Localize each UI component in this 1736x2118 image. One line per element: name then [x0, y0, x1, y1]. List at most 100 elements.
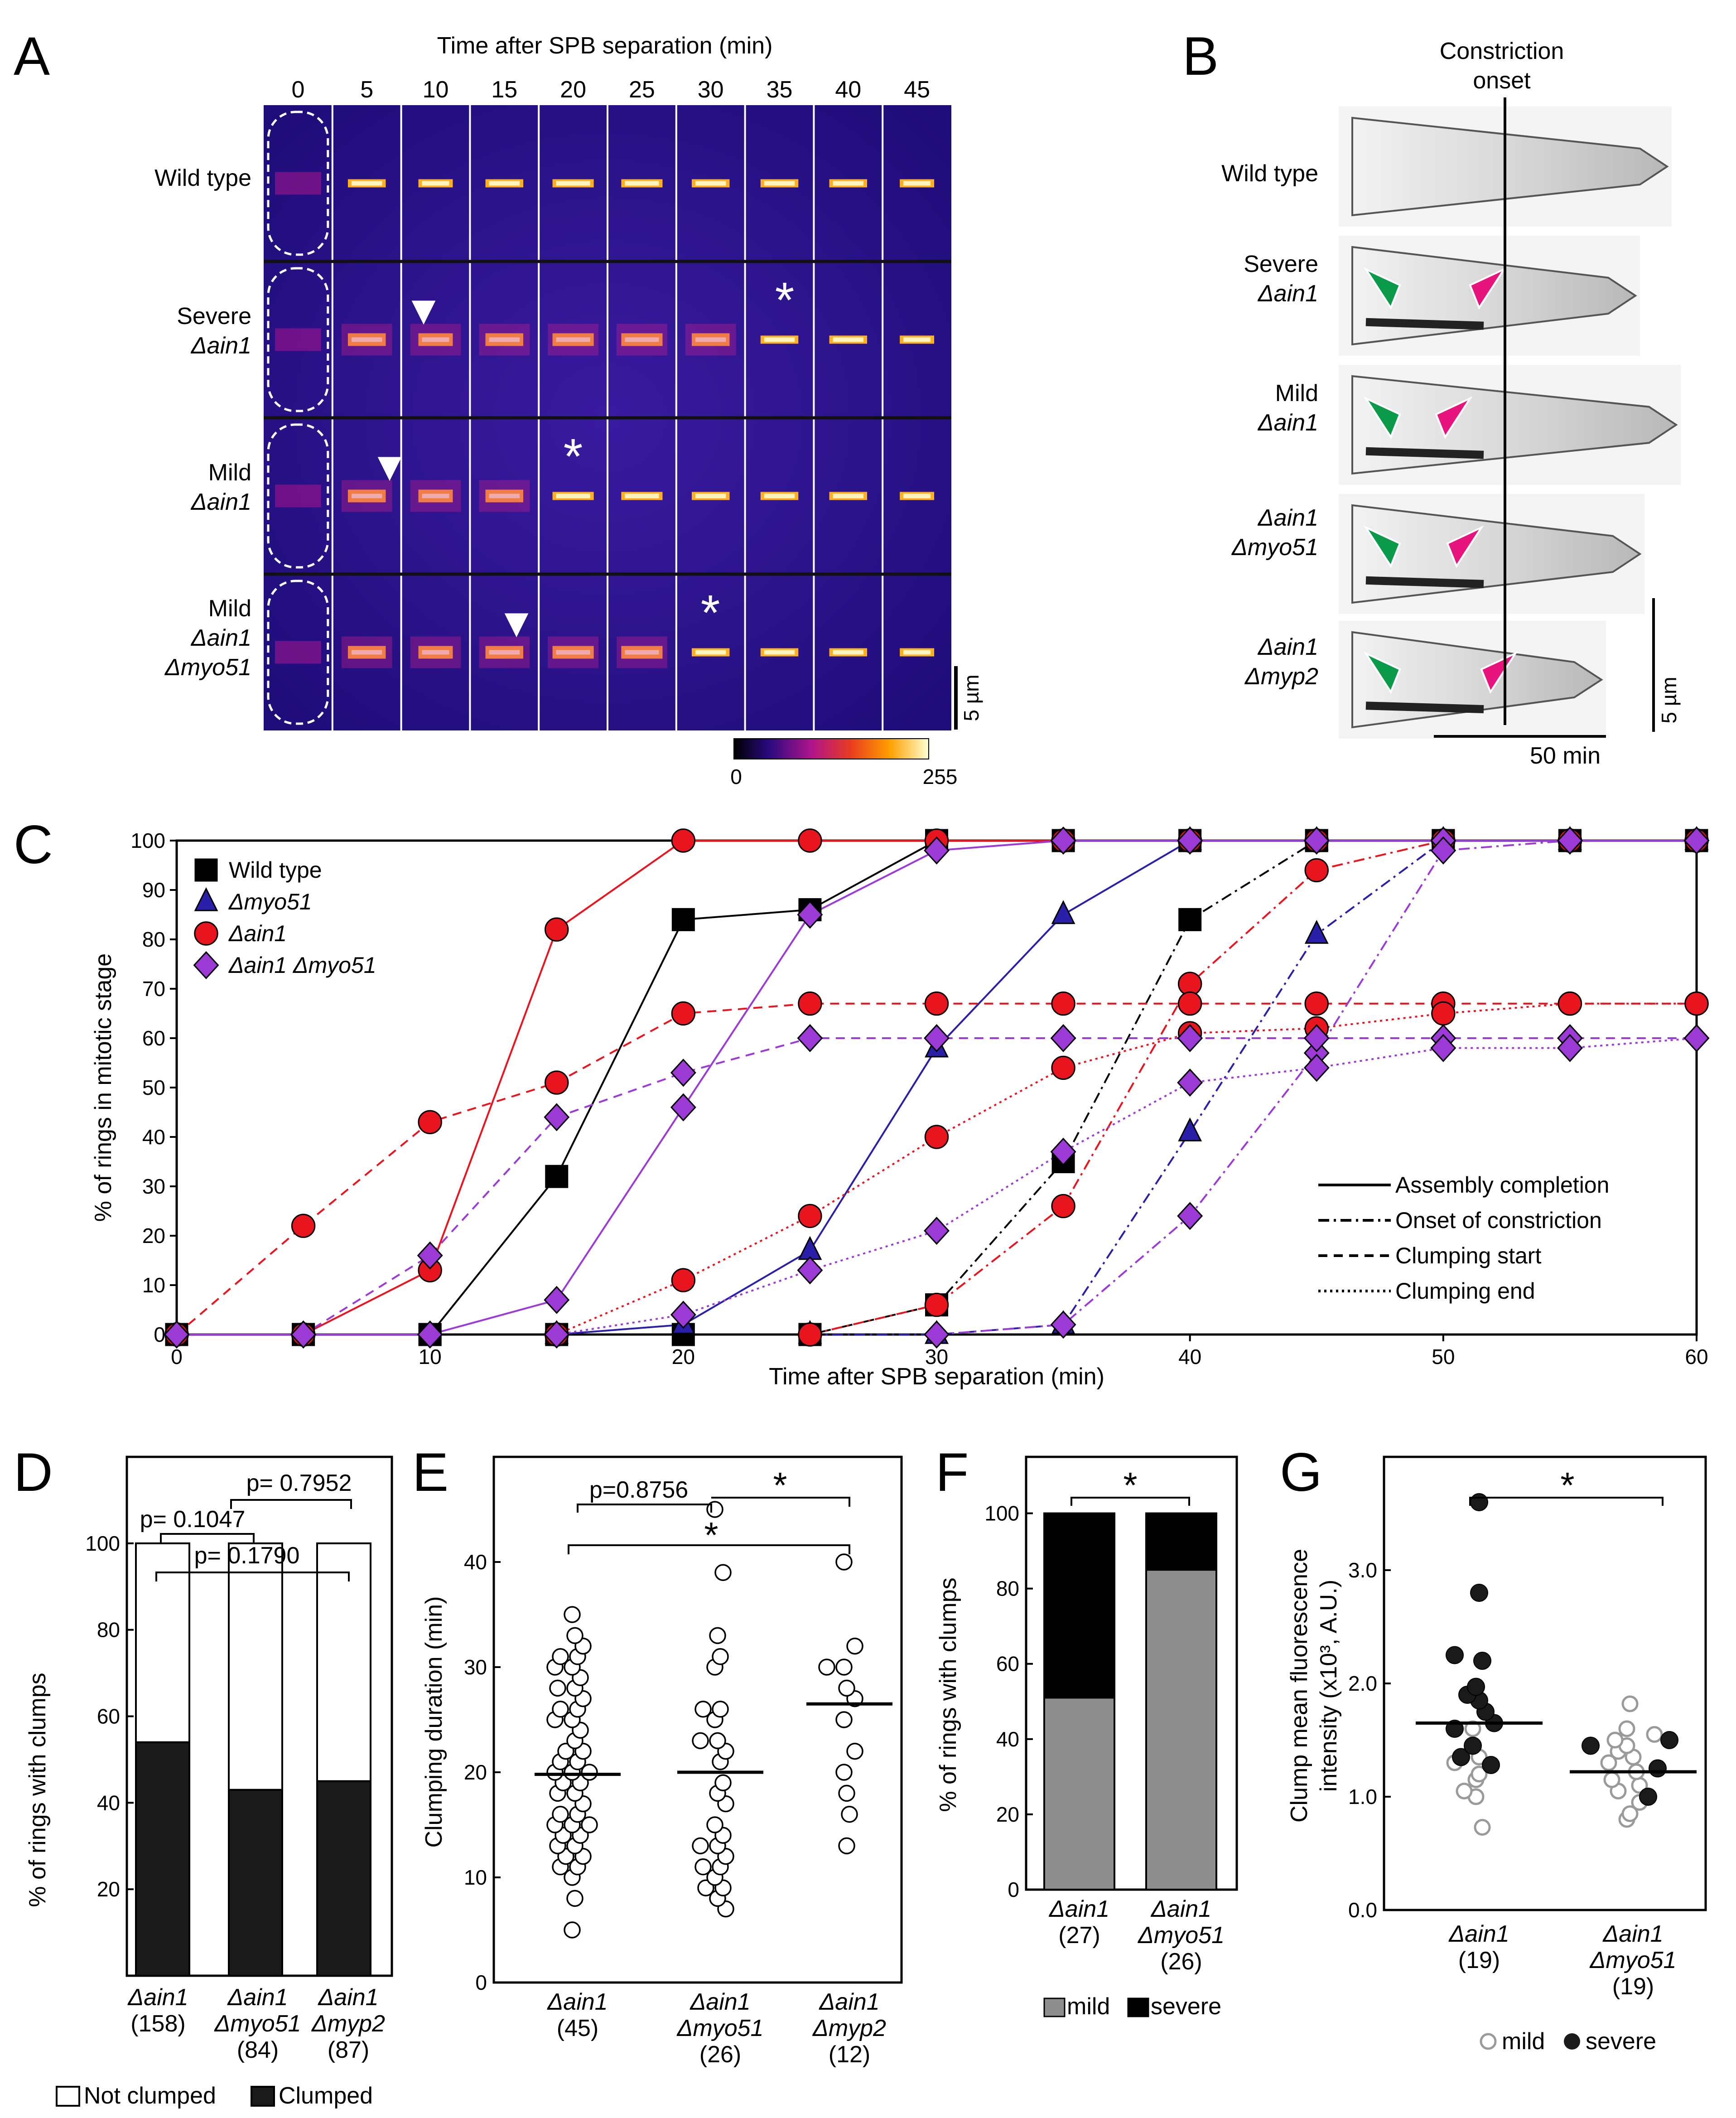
data-point [692, 1837, 709, 1855]
data-point [714, 1774, 732, 1791]
category-label: Δmyo51 [214, 2011, 301, 2037]
data-point [924, 991, 949, 1016]
data-point [709, 1732, 726, 1750]
ring-core [764, 181, 795, 186]
y-axis-label: intensity (x10³, A.U.) [1316, 1580, 1342, 1792]
data-point [1051, 900, 1075, 924]
data-point [418, 1110, 442, 1135]
row-label: Severe [1244, 251, 1318, 277]
clump-signal [479, 636, 530, 668]
panel-b-scale-y-label: 5 µm [1657, 677, 1681, 723]
legend-label: Wild type [229, 857, 322, 883]
clump-signal [685, 324, 736, 356]
data-point [924, 1024, 950, 1053]
x-tick-label: 50 [1432, 1345, 1455, 1368]
time-label: 25 [629, 77, 655, 103]
ring-core [903, 181, 931, 186]
data-point [1178, 908, 1202, 931]
legend-label: Clumped [279, 2083, 373, 2109]
p-value: p= 0.7952 [246, 1470, 352, 1496]
data-point [1558, 991, 1582, 1016]
panel-g-chart: 0.0 1.0 2.0 3.0 Clump mean fluorescence inten… [1286, 1456, 1707, 2055]
time-label: 40 [835, 77, 861, 103]
legend-label: Not clumped [84, 2083, 216, 2109]
data-point [1051, 1055, 1075, 1080]
row-label: Wild type [1221, 160, 1318, 187]
data-point-severe [1649, 1759, 1667, 1778]
category-label: (12) [829, 2041, 870, 2068]
row-label: Mild [208, 459, 251, 486]
data-point-mild [1606, 1731, 1624, 1749]
series-line [810, 840, 1697, 1335]
category-label: (26) [1160, 1949, 1202, 1975]
ring-core [422, 181, 449, 186]
data-point [670, 1059, 696, 1087]
data-point [835, 1659, 853, 1676]
category-label: (19) [1612, 1973, 1654, 2000]
time-label: 10 [423, 77, 449, 103]
ring-core [695, 493, 726, 498]
category-label: Δain1 [1448, 1921, 1509, 1947]
plot-frame [1383, 1456, 1707, 1911]
data-point [706, 1816, 723, 1833]
row-label: Mild [208, 595, 251, 622]
ring-core [489, 337, 520, 342]
row-label: Wild type [154, 165, 251, 191]
series-line [810, 840, 1697, 1335]
y-tick-label: 60 [142, 1026, 165, 1050]
panel-a-colorbar-max: 255 [923, 765, 958, 788]
data-point [549, 1679, 566, 1697]
data-point [417, 1241, 443, 1270]
y-axis-label: % of rings in mitotic stage [90, 953, 116, 1222]
row-label: Δain1 [190, 489, 251, 515]
data-point [835, 1711, 853, 1728]
y-tick-label: 100 [85, 1532, 120, 1555]
asterisk-marker: * [564, 429, 583, 484]
row-label: Severe [177, 303, 251, 329]
ring-core [556, 650, 590, 655]
panel-letter-g: G [1280, 1442, 1322, 1503]
y-tick-label: 100 [130, 829, 165, 852]
y-tick-label: 10 [142, 1273, 165, 1297]
ring-core [833, 493, 864, 498]
data-point [671, 908, 695, 931]
category-label: (84) [237, 2037, 279, 2063]
data-point [1177, 991, 1202, 1016]
time-label: 15 [491, 77, 517, 103]
y-tick-label: 90 [142, 878, 165, 902]
ring-core [695, 650, 726, 655]
significance-bracket [711, 1497, 850, 1507]
y-tick-label: 1.0 [1348, 1785, 1377, 1809]
ring-core [695, 181, 726, 186]
data-point [714, 1564, 732, 1581]
legend-label: Δmyo51 [228, 889, 312, 914]
ring-core [764, 650, 795, 655]
significance-bracket [155, 1572, 350, 1581]
data-point [671, 1268, 696, 1292]
clump-signal [341, 324, 392, 356]
data-point [1177, 826, 1203, 855]
y-tick-label: 80 [996, 1577, 1019, 1601]
data-point [670, 1093, 696, 1122]
clump-signal [617, 324, 667, 356]
ring-signal [275, 172, 321, 195]
significance-bracket [568, 1544, 850, 1554]
y-tick-label: 20 [142, 1224, 165, 1248]
category-label: (27) [1058, 1922, 1100, 1949]
data-point [581, 1764, 598, 1781]
row-label: Δain1 [190, 333, 251, 359]
green-arrowhead [1363, 525, 1401, 568]
data-point-severe [1470, 1584, 1488, 1602]
data-point [1683, 1024, 1710, 1053]
legend-label: Clumping end [1395, 1278, 1535, 1304]
panel-a-row-labels: Wild type Severe Δain1 Mild Δain1 Mild Δain1 Δm… [154, 165, 251, 681]
ring-core [833, 181, 864, 186]
ring-core [695, 337, 726, 342]
ring-core [625, 493, 659, 498]
panel-letter-d: D [14, 1442, 53, 1503]
time-label: 5 [360, 77, 373, 103]
panel-a-markers: ▼ * ▼ * ▼ * [369, 272, 794, 646]
data-point [1051, 991, 1075, 1016]
